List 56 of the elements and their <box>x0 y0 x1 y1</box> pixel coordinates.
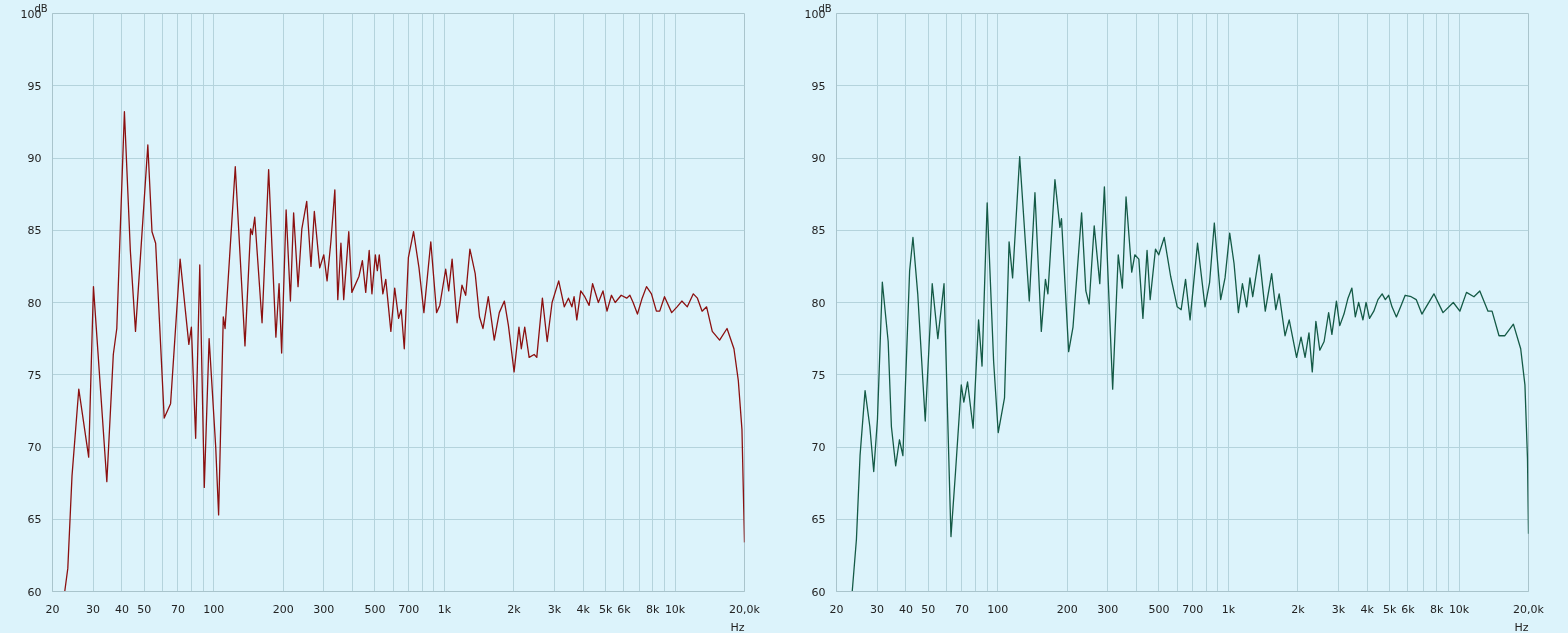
x-tick-label: 20 <box>45 602 60 616</box>
x-tick-label: 40 <box>114 602 129 616</box>
x-tick-label: 40 <box>898 602 913 616</box>
y-tick-label: 95 <box>27 79 42 93</box>
x-tick-label: 6k <box>617 602 632 616</box>
x-tick-label: 5k <box>1382 602 1397 616</box>
x-tick-label: 100 <box>203 602 225 616</box>
y-tick-label: 85 <box>811 224 826 238</box>
y-tick-label: 90 <box>811 152 826 165</box>
x-axis-title: Hz <box>1514 620 1529 633</box>
x-tick-label: 70 <box>955 602 969 616</box>
y-tick-label: 75 <box>27 368 42 382</box>
y-tick-label: 90 <box>27 152 42 165</box>
x-tick-label: 300 <box>313 602 335 616</box>
x-tick-label: 20,0k <box>1513 602 1545 616</box>
x-tick-label: 30 <box>86 602 101 616</box>
x-tick-label: 20,0k <box>729 602 761 616</box>
y-tick-label: 80 <box>27 296 42 310</box>
x-tick-label: 700 <box>1182 602 1204 616</box>
x-tick-label: 500 <box>364 602 386 616</box>
x-tick-label: 200 <box>272 602 294 616</box>
x-tick-label: 10k <box>664 602 686 616</box>
x-axis-title: Hz <box>730 620 745 633</box>
y-tick-label: 75 <box>811 368 826 382</box>
y-tick-label: 60 <box>811 585 826 599</box>
x-tick-label: 1k <box>1221 602 1236 616</box>
x-tick-label: 3k <box>547 602 562 616</box>
x-tick-label: 8k <box>1430 602 1445 616</box>
y-tick-label: 95 <box>811 79 826 93</box>
x-tick-label: 3k <box>1331 602 1346 616</box>
x-tick-label: 10k <box>1448 602 1470 616</box>
x-tick-label: 70 <box>171 602 185 616</box>
x-tick-label: 50 <box>921 602 936 616</box>
x-tick-label: 2k <box>1291 602 1306 616</box>
x-tick-label: 300 <box>1097 602 1119 616</box>
y-tick-label: 70 <box>811 441 826 454</box>
x-tick-label: 4k <box>1360 602 1375 616</box>
x-tick-label: 500 <box>1148 602 1170 616</box>
x-tick-label: 4k <box>576 602 591 616</box>
x-tick-label: 100 <box>987 602 1009 616</box>
x-tick-label: 50 <box>137 602 152 616</box>
y-tick-label: 85 <box>27 224 42 238</box>
x-tick-label: 30 <box>870 602 885 616</box>
x-tick-label: 5k <box>598 602 613 616</box>
x-tick-label: 8k <box>646 602 661 616</box>
y-tick-label: 65 <box>811 513 826 527</box>
x-tick-label: 2k <box>507 602 522 616</box>
x-tick-label: 700 <box>398 602 420 616</box>
x-tick-label: 1k <box>437 602 452 616</box>
x-tick-label: 20 <box>829 602 844 616</box>
y-tick-label: 60 <box>27 585 42 599</box>
y-tick-label: 70 <box>27 441 42 454</box>
y-tick-label: 65 <box>27 513 42 527</box>
x-tick-label: 6k <box>1401 602 1416 616</box>
x-tick-label: 200 <box>1056 602 1078 616</box>
y-tick-label: 80 <box>811 296 826 310</box>
